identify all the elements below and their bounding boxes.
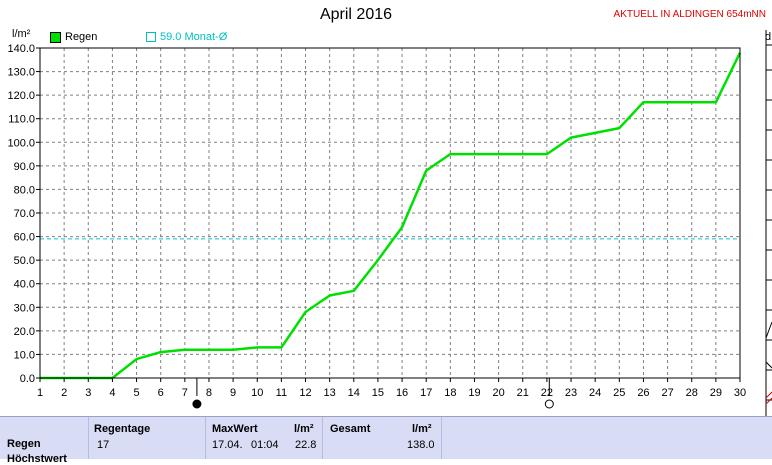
x-tick-label: 6 [158,387,164,399]
x-tick-label: 15 [372,387,384,399]
total-header: Gesamt [330,423,370,435]
y-tick-label: 100.0 [7,137,35,149]
y-tick-label: 0.0 [20,373,35,385]
y-tick-label: 110.0 [8,114,35,126]
x-tick-label: 24 [589,387,601,399]
rain-days-value: 17 [97,439,109,451]
x-tick-label: 11 [276,387,287,399]
x-tick-label: 3 [85,387,91,399]
stats-row-label: Regen [7,438,41,450]
x-tick-label: 29 [710,387,722,399]
series-layer [40,53,740,378]
stats-label-cell: Regen Höchstwert [0,417,89,459]
stats-total-cell: Gesamt l/m² 138.0 [323,417,442,459]
x-tick-label: 10 [251,387,263,399]
stats-rain-days-cell: Regentage 17 [89,417,206,459]
total-value: 138.0 [407,439,435,451]
legend-rain-swatch [50,32,61,43]
x-tick-label: 25 [613,387,625,399]
x-tick-label: 2 [61,387,67,399]
y-tick-label: 70.0 [14,208,35,220]
x-tick-label: 26 [637,387,649,399]
x-tick-label: 8 [206,387,212,399]
x-tick-label: 20 [492,387,504,399]
y-tick-label: 130.0 [7,67,35,79]
max-time: 01:04 [251,439,279,451]
legend-rain: Regen [50,31,97,43]
x-tick-label: 30 [734,387,746,399]
y-tick-label: 60.0 [14,232,35,244]
y-tick-label: 40.0 [14,279,35,291]
new-moon-icon [193,400,201,408]
chart-grid [40,48,740,378]
x-tick-label: 19 [468,387,480,399]
legend-month-average: 59.0 Monat-Ø [146,31,227,43]
legend-rain-label: Regen [65,31,97,43]
x-tick-label: 13 [324,387,336,399]
x-tick-label: 27 [661,387,673,399]
y-tick-label: 50.0 [14,255,35,267]
max-date: 17.04. [212,439,243,451]
right-edge-decoration [766,30,772,416]
stats-max-cell: MaxWert l/m² 17.04. 01:04 22.8 [206,417,323,459]
rain-days-header: Regentage [94,423,150,435]
x-tick-label: 12 [299,387,311,399]
x-tick-label: 7 [182,387,188,399]
x-tick-label: 5 [133,387,139,399]
y-tick-label: 20.0 [14,326,35,338]
x-tick-label: 14 [348,387,360,399]
y-tick-label: 30.0 [14,302,35,314]
y-tick-label: 10.0 [14,349,35,361]
y-axis-unit: l/m² [12,28,30,40]
y-tick-label: 80.0 [14,184,35,196]
x-tick-label: 28 [686,387,698,399]
max-value: 22.8 [295,439,316,451]
x-tick-label: 1 [37,387,43,399]
x-tick-label: 17 [420,387,432,399]
legend-month-label: 59.0 Monat-Ø [160,31,227,43]
series-line-regen [40,53,740,378]
y-tick-label: 120.0 [7,90,35,102]
x-tick-label: 18 [444,387,456,399]
x-tick-label: 16 [396,387,408,399]
full-moon-icon [545,400,553,408]
x-tick-label: 22 [541,387,553,399]
y-tick-label: 90.0 [14,161,35,173]
stats-second-row-label: Höchstwert [7,453,67,465]
total-unit: l/m² [412,423,432,435]
station-label: AKTUELL IN ALDINGEN 654mNN [614,9,766,20]
x-tick-label: 23 [565,387,577,399]
max-header: MaxWert [212,423,258,435]
legend-month-swatch [146,32,156,42]
x-tick-label: 21 [517,387,529,399]
right-panel-label: d [765,31,771,43]
chart-title-text: April 2016 [320,6,392,23]
x-tick-label: 9 [230,387,236,399]
y-tick-label: 140.0 [7,43,35,55]
max-unit: l/m² [294,423,314,435]
stats-panel: Regen Höchstwert Regentage 17 MaxWert l/… [0,416,772,459]
x-tick-label: 4 [109,387,115,399]
